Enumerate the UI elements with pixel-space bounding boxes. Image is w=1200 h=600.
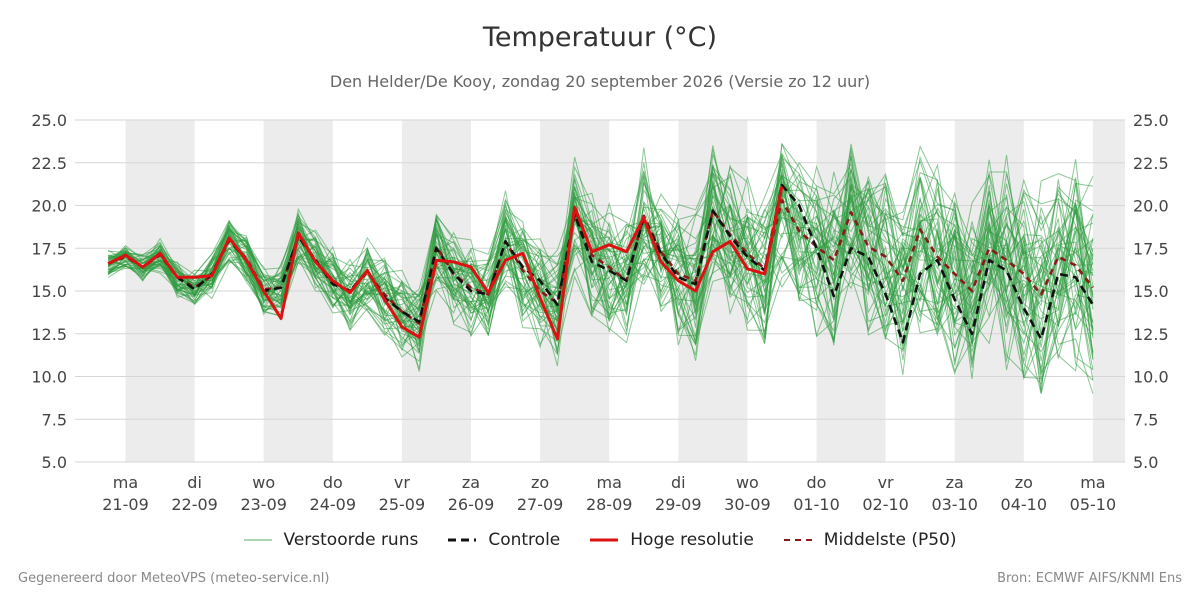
legend: Verstoorde runs Controle Hoge resolutie …: [0, 530, 1200, 550]
legend-label: Hoge resolutie: [630, 530, 754, 550]
main-series: [107, 183, 1094, 344]
legend-item-middelste: Middelste (P50): [783, 530, 957, 550]
x-tick-day: zo: [531, 473, 549, 492]
x-tick-date: 03-10: [931, 495, 978, 514]
ensemble-run-line: [107, 191, 1094, 381]
y-axis-left: 5.0 7.5 10.0 12.5 15.0 17.5 20.0 22.5 25.0: [31, 111, 67, 472]
legend-label: Controle: [488, 530, 561, 550]
legend-item-controle: Controle: [448, 530, 560, 550]
x-tick-date: 01-10: [793, 495, 840, 514]
y-tick-label: 5.0: [42, 453, 67, 472]
legend-label: Verstoorde runs: [283, 530, 419, 550]
x-tick-date: 04-10: [1001, 495, 1048, 514]
y-tick-label: 7.5: [42, 410, 67, 429]
y-tick-label: 25.0: [1133, 111, 1169, 130]
y-tick-label: 10.0: [1133, 368, 1169, 387]
x-tick-date: 25-09: [379, 495, 426, 514]
footer-source: Bron: ECMWF AIFS/KNMI Ens: [997, 571, 1182, 586]
red-solid-line-icon: [590, 538, 619, 542]
y-tick-label: 22.5: [1133, 154, 1169, 173]
x-tick-day: wo: [252, 473, 275, 492]
x-tick-date: 02-10: [862, 495, 909, 514]
x-tick-date: 05-10: [1070, 495, 1117, 514]
footer-generated-by: Gegenereerd door MeteoVPS (meteo-service…: [18, 571, 330, 586]
y-tick-label: 7.5: [1133, 410, 1158, 429]
x-tick-date: 24-09: [310, 495, 357, 514]
x-tick-day: wo: [736, 473, 759, 492]
x-tick-day: do: [807, 473, 827, 492]
x-tick-day: za: [946, 473, 964, 492]
ensemble-run-line: [108, 181, 1094, 378]
chart-subtitle: Den Helder/De Kooy, zondag 20 september …: [329, 72, 871, 91]
ensemble-run-line: [107, 164, 1094, 330]
y-tick-label: 25.0: [31, 111, 67, 130]
x-tick-day: vr: [878, 473, 894, 492]
ensemble-run-line: [108, 168, 1094, 371]
y-tick-label: 22.5: [31, 154, 67, 173]
y-tick-label: 17.5: [31, 239, 67, 258]
legend-label: Middelste (P50): [823, 530, 957, 550]
x-tick-date: 23-09: [240, 495, 287, 514]
y-tick-label: 20.0: [31, 197, 67, 216]
y-tick-label: 15.0: [1133, 282, 1169, 301]
ensemble-run-line: [107, 145, 1094, 337]
x-tick-date: 21-09: [102, 495, 149, 514]
ensemble-run-line: [107, 145, 1094, 344]
x-tick-day: za: [462, 473, 480, 492]
y-tick-label: 12.5: [1133, 325, 1169, 344]
thin-green-line-icon: [243, 539, 272, 541]
x-tick-date: 27-09: [517, 495, 564, 514]
x-tick-date: 26-09: [448, 495, 495, 514]
x-tick-day: vr: [394, 473, 410, 492]
y-tick-label: 20.0: [1133, 197, 1169, 216]
legend-item-hoge-resolutie: Hoge resolutie: [590, 530, 754, 550]
x-tick-day: ma: [1080, 473, 1105, 492]
legend-item-verstoorde-runs: Verstoorde runs: [243, 530, 419, 550]
y-tick-label: 10.0: [31, 368, 67, 387]
series-line-controle: [107, 183, 1094, 344]
ensemble-run-line: [108, 175, 1094, 339]
x-tick-date: 30-09: [724, 495, 771, 514]
x-tick-date: 29-09: [655, 495, 702, 514]
y-tick-label: 17.5: [1133, 239, 1169, 258]
y-tick-label: 12.5: [31, 325, 67, 344]
series-line-hoge-resolutie: [107, 186, 784, 341]
ensemble-run-line: [107, 154, 1094, 361]
x-tick-date: 28-09: [586, 495, 633, 514]
y-tick-label: 5.0: [1133, 453, 1158, 472]
x-tick-day: di: [671, 473, 686, 492]
chart-title: Temperatuur (°C): [482, 22, 718, 53]
y-axis-right: 5.0 7.5 10.0 12.5 15.0 17.5 20.0 22.5 25.0: [1133, 111, 1169, 472]
x-tick-day: do: [323, 473, 343, 492]
x-tick-day: zo: [1015, 473, 1033, 492]
x-axis: ma 21-09 di 22-09 wo 23-09 do 24-09 vr 25-09 za 26-…: [102, 473, 1116, 514]
x-tick-date: 22-09: [171, 495, 218, 514]
darkred-dashed-line-icon: [783, 539, 812, 541]
black-dashed-line-icon: [448, 538, 477, 542]
y-tick-label: 15.0: [31, 282, 67, 301]
x-tick-day: ma: [597, 473, 622, 492]
x-tick-day: di: [187, 473, 202, 492]
x-tick-day: ma: [113, 473, 138, 492]
series-line-middelste-p50: [107, 199, 1094, 325]
